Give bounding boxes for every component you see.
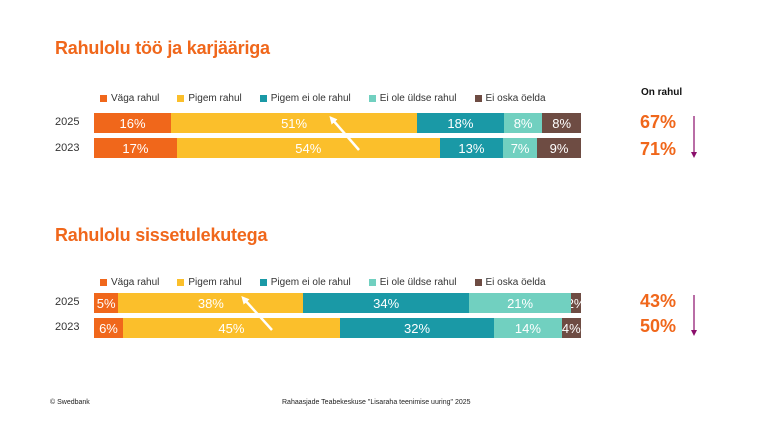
seg-pigem-ei: 34%: [303, 293, 469, 313]
seg-vaga-rahul: 5%: [94, 293, 119, 313]
seg-ei-oska: 2%: [571, 293, 581, 313]
legend-label: Ei oska öelda: [485, 93, 546, 104]
legend-item: Pigem rahul: [177, 277, 242, 288]
legend-swatch-pigem-rahul: [177, 95, 185, 102]
chart1-title: Rahulolu töö ja karjääriga: [55, 38, 270, 58]
legend-label: Pigem ei ole rahul: [270, 93, 351, 104]
chart1-bar-0: 16% 51% 18% 8% 8%: [94, 113, 581, 133]
seg-pigem-ei: 32%: [339, 318, 495, 338]
chart2-bar-1: 6% 45% 32% 14% 4%: [94, 318, 581, 338]
seg-ei-ole: 14%: [494, 318, 562, 338]
seg-pigem-rahul: 54%: [176, 138, 440, 158]
chart2-legend: Väga rahul Pigem rahul Pigem ei ole rahu…: [100, 277, 564, 288]
seg-ei-oska: 9%: [537, 138, 581, 158]
legend-swatch-ei-ole: [368, 95, 376, 102]
legend-label: Väga rahul: [111, 93, 160, 104]
on-rahul-header: On rahul: [641, 87, 683, 98]
legend-swatch-pigem-ei: [259, 95, 267, 102]
seg-ei-oska: 4%: [561, 318, 581, 338]
legend-swatch-pigem-rahul: [177, 279, 185, 286]
seg-pigem-rahul: 51%: [171, 113, 418, 133]
legend-swatch-vaga-rahul: [100, 95, 107, 102]
legend-item: Ei oska öelda: [474, 277, 546, 288]
seg-pigem-rahul: 38%: [118, 293, 304, 313]
chart2-category-label: 2023: [55, 321, 80, 333]
legend-label: Pigem rahul: [188, 277, 242, 288]
seg-vaga-rahul: 6%: [94, 318, 123, 338]
legend-item: Ei ole üldse rahul: [368, 93, 457, 104]
chart2-title: Rahulolu sissetulekutega: [55, 225, 268, 245]
chart2-category-label: 2025: [55, 296, 80, 308]
chart1-category-label: 2023: [55, 142, 80, 154]
seg-ei-ole: 7%: [503, 138, 538, 158]
seg-pigem-rahul: 45%: [122, 318, 340, 338]
legend-swatch-ei-oska: [474, 95, 482, 102]
legend-item: Pigem ei ole rahul: [259, 93, 351, 104]
seg-ei-ole: 8%: [503, 113, 543, 133]
chart1-on-rahul-value: 71%: [640, 139, 677, 159]
legend-label: Väga rahul: [111, 277, 160, 288]
legend-label: Ei ole üldse rahul: [379, 93, 457, 104]
footer-copyright: © Swedbank: [50, 399, 90, 406]
chart1-bar-1: 17% 54% 13% 7% 9%: [94, 138, 581, 158]
seg-pigem-ei: 13%: [439, 138, 504, 158]
footer-source: Rahaasjade Teabekeskuse "Lisaraha teenim…: [282, 399, 471, 406]
chart2-bar-0: 5%38%34%21%2%: [94, 293, 581, 313]
legend-label: Ei oska öelda: [485, 277, 546, 288]
legend-label: Pigem rahul: [188, 93, 242, 104]
seg-pigem-ei: 18%: [417, 113, 504, 133]
trend-arrow-white: [329, 115, 360, 151]
trend-arrow-white: [241, 296, 273, 331]
legend-item: Pigem rahul: [177, 93, 242, 104]
legend-item: Ei oska öelda: [474, 93, 546, 104]
legend-item: Väga rahul: [100, 277, 159, 288]
seg-ei-ole: 21%: [468, 293, 572, 313]
legend-swatch-ei-oska: [474, 279, 482, 286]
legend-swatch-pigem-ei: [259, 279, 267, 286]
legend-swatch-ei-ole: [368, 279, 376, 286]
legend-item: Ei ole üldse rahul: [368, 277, 457, 288]
chart2-on-rahul-value: 50%: [640, 316, 677, 336]
legend-label: Pigem ei ole rahul: [270, 277, 351, 288]
chart1-legend: Väga rahul Pigem rahul Pigem ei ole rahu…: [100, 93, 564, 104]
legend-item: Pigem ei ole rahul: [259, 277, 351, 288]
legend-label: Ei ole üldse rahul: [379, 277, 457, 288]
chart1-on-rahul-value: 67%: [640, 112, 677, 132]
seg-vaga-rahul: 17%: [94, 138, 177, 158]
seg-vaga-rahul: 16%: [94, 113, 172, 133]
chart1-category-label: 2025: [55, 116, 80, 128]
seg-ei-oska: 8%: [542, 113, 581, 133]
legend-swatch-vaga-rahul: [100, 279, 107, 286]
legend-item: Väga rahul: [100, 93, 159, 104]
chart2-on-rahul-value: 43%: [640, 291, 677, 311]
